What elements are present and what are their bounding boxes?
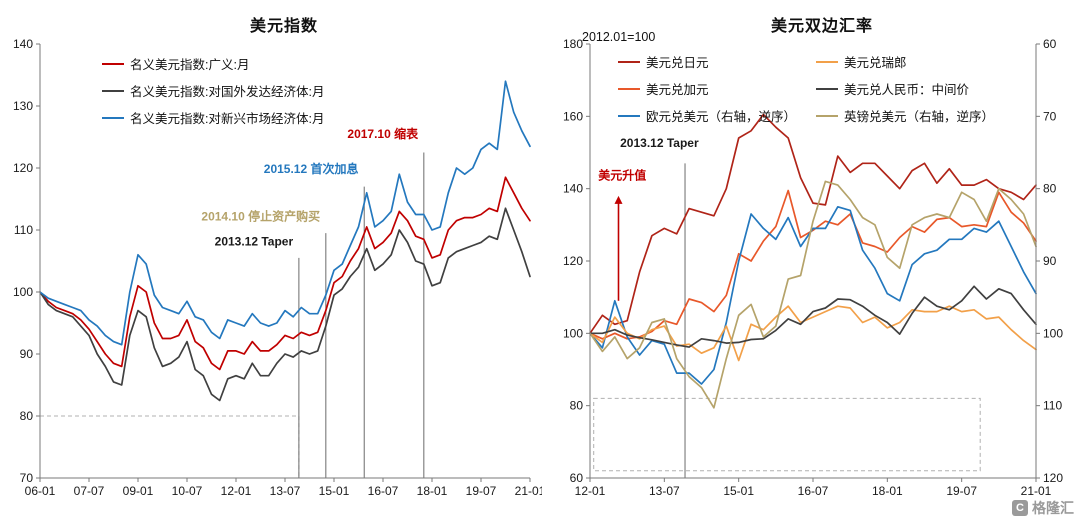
legend-swatch: [618, 87, 640, 90]
y-tick-label: 140: [13, 37, 33, 51]
x-tick-label: 06-01: [25, 484, 56, 498]
bilateral-rates-plot: 2013.12 Taper 美元升值 60 80 100 120 140 160 180 60 70…: [563, 37, 1063, 498]
series-usd-chf: [589, 305, 1037, 362]
legend-item-usd-cad: 美元兑加元: [618, 75, 816, 102]
series-usd-jpy: [589, 113, 1037, 335]
chart-dollar-index: 美元指数 2013.12 Taper 2014.10 停止资产购买 2015.12 …: [6, 4, 542, 520]
y-tick-label: 100: [1043, 326, 1063, 340]
gelonghui-logo-icon: C: [1012, 500, 1028, 516]
y-tick-label: 110: [1043, 399, 1062, 413]
series-usd-broad: [39, 176, 531, 371]
legend-swatch: [102, 89, 124, 92]
series-usd-em: [39, 80, 531, 346]
legend-label: 英镑兑美元（右轴，逆序）: [844, 110, 995, 124]
x-tick-label: 16-07: [798, 484, 829, 498]
y-tick-label: 100: [13, 285, 33, 299]
x-tick-label: 13-07: [649, 484, 680, 498]
legend-item-usd-chf: 美元兑瑞郎: [816, 48, 1056, 75]
legend-label: 名义美元指数:对国外发达经济体:月: [130, 85, 325, 99]
y-tick-label: 180: [563, 37, 583, 51]
legend-label: 名义美元指数:广义:月: [130, 58, 250, 72]
y-tick-label: 80: [570, 399, 584, 413]
series-usd-cny: [589, 285, 1037, 348]
legend-label: 美元兑加元: [646, 83, 709, 97]
watermark-text: 格隆汇: [1032, 500, 1074, 516]
x-tick-label: 19-07: [466, 484, 497, 498]
x-tick-label: 18-01: [417, 484, 448, 498]
watermark: C 格隆汇: [1012, 498, 1074, 518]
legend-swatch: [618, 60, 640, 63]
y-tick-label: 160: [563, 109, 583, 123]
x-tick-label: 12-01: [575, 484, 606, 498]
index-base-note: 2012.01=100: [582, 30, 656, 44]
series-eur-usd: [589, 205, 1037, 385]
dashed-highlight-box: [593, 397, 981, 472]
y-tick-label: 60: [1043, 37, 1057, 51]
y-tick-label: 130: [13, 99, 33, 113]
x-tick-label: 19-07: [946, 484, 977, 498]
x-tick-label: 15-01: [319, 484, 350, 498]
y-tick-label: 120: [1043, 471, 1063, 485]
legend-item-eur-usd: 欧元兑美元（右轴，逆序）: [618, 102, 816, 129]
legend-label: 欧元兑美元（右轴，逆序）: [646, 110, 797, 124]
event-label: 2013.12 Taper: [620, 136, 699, 150]
x-tick-label: 18-01: [872, 484, 903, 498]
y-tick-label: 110: [14, 223, 33, 237]
y-tick-label: 90: [20, 347, 34, 361]
event-label: 2017.10 缩表: [347, 126, 419, 141]
y-tick-label: 90: [1043, 254, 1057, 268]
legend-swatch: [816, 114, 838, 117]
legend-label: 美元兑日元: [646, 56, 709, 70]
series-usd-adv: [39, 207, 531, 402]
x-tick-label: 13-07: [270, 484, 301, 498]
legend-swatch: [618, 114, 640, 117]
legend-swatch: [102, 62, 124, 65]
legend-swatch: [102, 116, 124, 119]
y-tick-label: 80: [20, 409, 34, 423]
legend-item-usd-broad: 名义美元指数:广义:月: [102, 50, 324, 77]
series-gbp-usd: [589, 180, 1037, 409]
x-tick-label: 10-07: [172, 484, 203, 498]
arrow-head: [614, 195, 623, 204]
event-label: 2014.10 停止资产购买: [201, 209, 320, 224]
y-tick-label: 70: [20, 471, 34, 485]
legend-label: 美元兑人民币：中间价: [844, 83, 970, 97]
x-tick-label: 07-07: [74, 484, 105, 498]
x-tick-label: 21-01: [515, 484, 542, 498]
chart-bilateral-rates: 美元双边汇率 2012.01=100 2013.12 Taper 美元升值 60 80…: [546, 4, 1078, 520]
legend-label: 名义美元指数:对新兴市场经济体:月: [130, 112, 325, 126]
legend-bilateral-rates: 美元兑日元美元兑加元欧元兑美元（右轴，逆序） 美元兑瑞郎美元兑人民币：中间价英镑兑…: [618, 48, 1056, 129]
x-tick-label: 15-01: [723, 484, 754, 498]
y-tick-label: 60: [570, 471, 584, 485]
dollar-index-plot: 2013.12 Taper 2014.10 停止资产购买 2015.12 首次加息 2…: [13, 37, 542, 498]
y-tick-label: 80: [1043, 182, 1057, 196]
y-tick-label: 70: [1043, 109, 1057, 123]
x-tick-label: 12-01: [221, 484, 252, 498]
event-label: 2013.12 Taper: [215, 235, 294, 249]
legend-item-usd-jpy: 美元兑日元: [618, 48, 816, 75]
x-tick-label: 09-01: [123, 484, 154, 498]
legend-item-usd-em: 名义美元指数:对新兴市场经济体:月: [102, 104, 324, 131]
y-tick-label: 120: [13, 161, 33, 175]
y-tick-label: 120: [563, 254, 583, 268]
y-tick-label: 100: [563, 326, 583, 340]
legend-label: 美元兑瑞郎: [844, 56, 907, 70]
x-tick-label: 21-01: [1021, 484, 1052, 498]
legend-dollar-index: 名义美元指数:广义:月名义美元指数:对国外发达经济体:月 名义美元指数:对新兴市场…: [102, 50, 324, 131]
legend-item-gbp-usd: 英镑兑美元（右轴，逆序）: [816, 102, 1056, 129]
event-label: 2015.12 首次加息: [264, 161, 359, 176]
x-tick-label: 16-07: [368, 484, 399, 498]
legend-swatch: [816, 87, 838, 90]
chart-title-dollar-index: 美元指数: [249, 18, 318, 35]
legend-swatch: [816, 60, 838, 63]
chart-title-bilateral-rates: 美元双边汇率: [770, 18, 873, 35]
legend-item-usd-cny: 美元兑人民币：中间价: [816, 75, 1056, 102]
dashed-highlight-box: [39, 415, 300, 479]
y-tick-label: 140: [563, 182, 583, 196]
legend-item-usd-adv: 名义美元指数:对国外发达经济体:月: [102, 77, 324, 104]
event-label: 美元升值: [598, 168, 646, 183]
